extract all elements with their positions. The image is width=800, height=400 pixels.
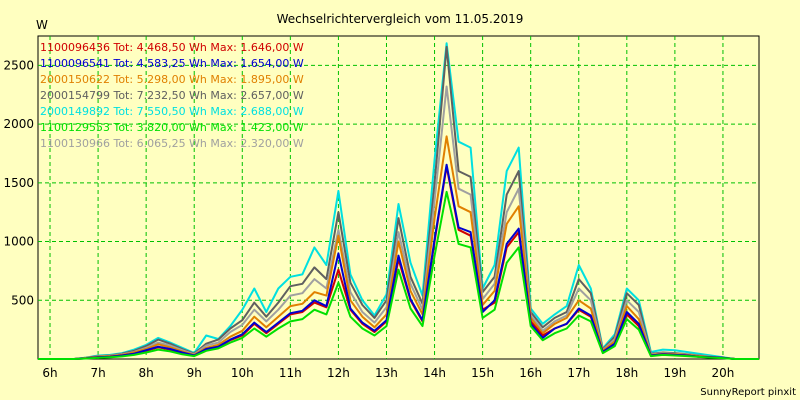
footer-credit: SunnyReport pinxit bbox=[700, 387, 796, 398]
x-tick-label: 13h bbox=[375, 366, 398, 380]
legend-entry-1100129553: 1100129553 Tot: 3.820,00 Wh Max: 1.423,0… bbox=[40, 121, 304, 134]
y-tick-label: 2500 bbox=[3, 58, 34, 72]
y-tick-label: 500 bbox=[11, 293, 34, 307]
series-line-2000149892 bbox=[38, 42, 759, 360]
series-line-1100130966 bbox=[38, 85, 759, 360]
x-tick-label: 12h bbox=[327, 366, 350, 380]
x-tick-label: 19h bbox=[663, 366, 686, 380]
plot-frame bbox=[37, 35, 760, 360]
y-tick-label: 1500 bbox=[3, 176, 34, 190]
x-tick-label: 7h bbox=[90, 366, 105, 380]
x-tick-label: 6h bbox=[42, 366, 57, 380]
x-tick-label: 15h bbox=[471, 366, 494, 380]
x-tick-label: 16h bbox=[519, 366, 542, 380]
legend-entry-1100096436: 1100096436 Tot: 4.468,50 Wh Max: 1.646,0… bbox=[40, 41, 304, 54]
legend-entry-1100130966: 1100130966 Tot: 6.065,25 Wh Max: 2.320,0… bbox=[40, 137, 304, 150]
x-tick-label: 11h bbox=[279, 366, 302, 380]
series-line-2000154799 bbox=[38, 45, 759, 360]
legend-entry-2000154799: 2000154799 Tot: 7.232,50 Wh Max: 2.657,0… bbox=[40, 89, 304, 102]
x-tick-label: 18h bbox=[615, 366, 638, 380]
x-tick-label: 8h bbox=[139, 366, 154, 380]
legend-entry-2000150622: 2000150622 Tot: 5.298,00 Wh Max: 1.895,0… bbox=[40, 73, 304, 86]
x-tick-label: 9h bbox=[187, 366, 202, 380]
x-tick-label: 20h bbox=[712, 366, 735, 380]
series-line-1100129553 bbox=[38, 190, 759, 360]
legend-entry-1100096541: 1100096541 Tot: 4.583,25 Wh Max: 1.654,0… bbox=[40, 57, 304, 70]
x-tick-label: 10h bbox=[231, 366, 254, 380]
tick-labels: 6h 7h 8h 9h 10h 11h 12h 13h 14h 15h 16h 17h 18h 19h 20… bbox=[3, 58, 734, 380]
series-layer bbox=[38, 42, 759, 360]
legend-entry-2000149892: 2000149892 Tot: 7.550,50 Wh Max: 2.688,0… bbox=[40, 105, 304, 118]
y-axis-label: W bbox=[36, 18, 48, 32]
series-line-2000150622 bbox=[38, 135, 759, 360]
chart-title: Wechselrichtervergleich vom 11.05.2019 bbox=[277, 12, 524, 26]
x-tick-label: 14h bbox=[423, 366, 446, 380]
y-tick-label: 1000 bbox=[3, 235, 34, 249]
x-tick-label: 17h bbox=[567, 366, 590, 380]
series-line-1100096541 bbox=[38, 163, 759, 360]
y-tick-label: 2000 bbox=[3, 117, 34, 131]
legend: 1100096436 Tot: 4.468,50 Wh Max: 1.646,0… bbox=[40, 41, 304, 150]
